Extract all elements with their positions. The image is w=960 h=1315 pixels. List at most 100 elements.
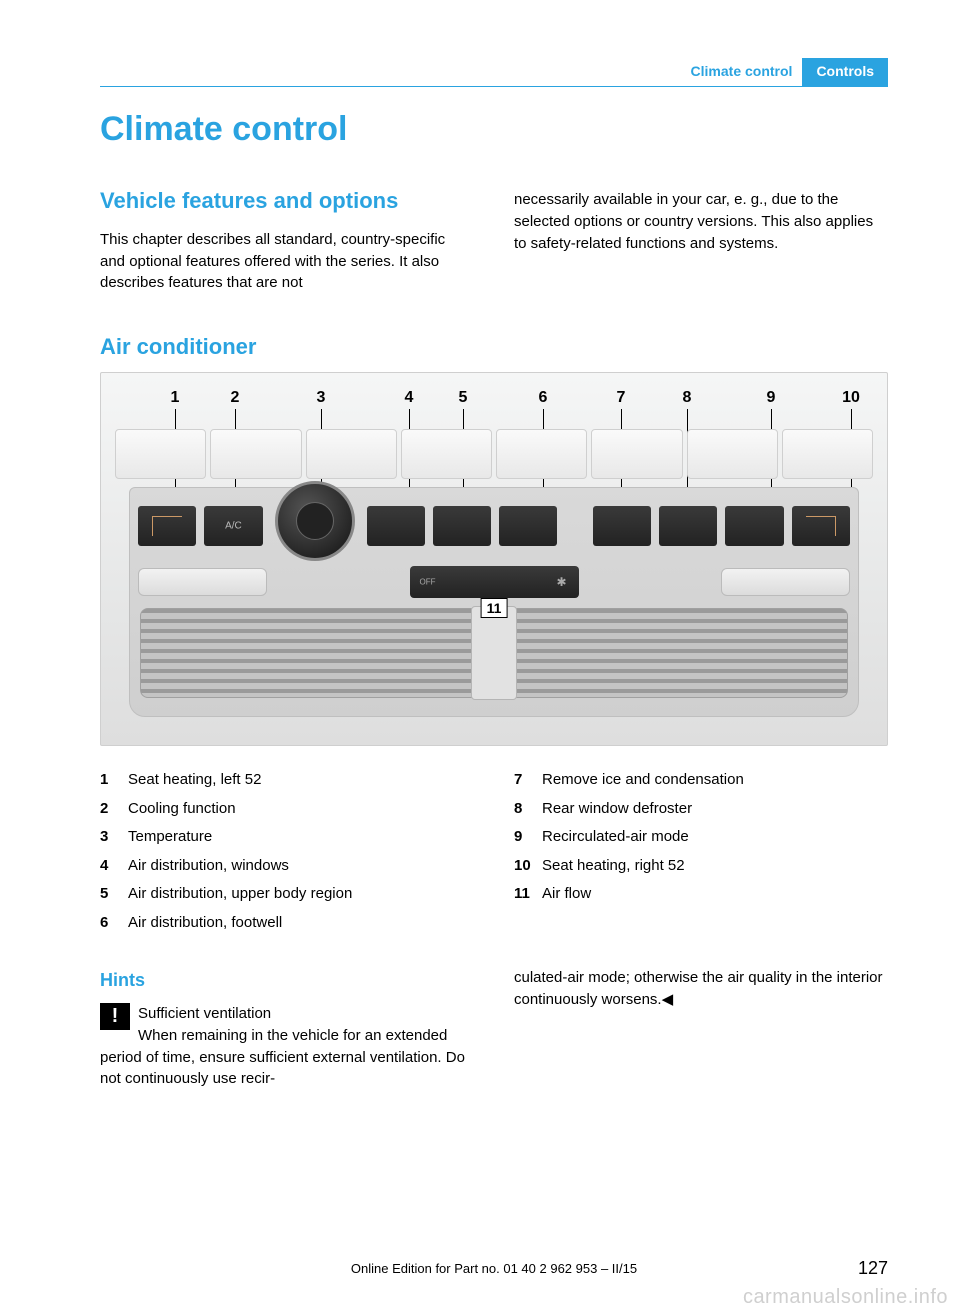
callout-2: 2 [225,389,245,407]
hints-left: Hints Sufficient ventilation When remain… [100,967,474,1090]
legend-columns: 1Seat heating, left 52 2Cooling function… [100,766,888,937]
defrost-front-icon [593,506,651,546]
air-dist-body-icon [433,506,491,546]
legend-text: Rear window defroster [542,795,888,824]
callout-5: 5 [453,389,473,407]
rocker-row [138,564,850,600]
legend-row: 9Recirculated-air mode [514,823,888,852]
legend-row: 11Air flow [514,880,888,909]
diagram-top-buttons [113,429,875,479]
legend-num: 1 [100,766,128,795]
legend-num: 2 [100,795,128,824]
callout-3: 3 [311,389,331,407]
legend-right: 7Remove ice and condensation 8Rear windo… [514,766,888,937]
off-fan-rocker-icon [410,566,579,598]
legend-text: Seat heating, left 52 [128,766,474,795]
hints-heading: Hints [100,967,474,993]
hints-left-title: Sufficient ventilation [138,1005,271,1022]
legend-text: Recirculated-air mode [542,823,888,852]
footer-center: Online Edition for Part no. 01 40 2 962 … [160,1261,828,1276]
legend-text: Air distribution, footwell [128,909,474,938]
legend-row: 2Cooling function [100,795,474,824]
top-btn [687,429,778,479]
air-dist-windows-icon [367,506,425,546]
legend-num: 11 [514,880,542,909]
callout-9: 9 [761,389,781,407]
page-number: 127 [828,1258,888,1279]
legend-num: 5 [100,880,128,909]
legend-text: Seat heating, right 52 [542,852,888,881]
page-title: Climate control [100,110,888,149]
legend-left: 1Seat heating, left 52 2Cooling function… [100,766,474,937]
ac-diagram: 1 2 3 4 5 6 7 8 9 10 [100,372,888,746]
intro-left-text: This chapter describes all standard, cou… [100,229,474,294]
callout-8: 8 [677,389,697,407]
top-btn [401,429,492,479]
legend-row: 3Temperature [100,823,474,852]
hints-right: culated-air mode; otherwise the air qual… [514,967,888,1090]
legend-row: 5Air distribution, upper body region [100,880,474,909]
top-btn [782,429,873,479]
top-btn [591,429,682,479]
legend-text: Air distribution, windows [128,852,474,881]
top-btn [115,429,206,479]
ac-section: Air conditioner 1 2 3 4 5 6 7 8 9 10 [100,334,888,1090]
legend-num: 4 [100,852,128,881]
recirc-icon [725,506,783,546]
intro-left: Vehicle features and options This chapte… [100,185,474,294]
rocker-right [721,568,850,596]
center-slot [471,606,517,700]
header-section: Climate control [681,58,803,86]
legend-row: 1Seat heating, left 52 [100,766,474,795]
callout-6: 6 [533,389,553,407]
intro-right-text: necessarily available in your car, e. g.… [514,189,888,254]
footer: Online Edition for Part no. 01 40 2 962 … [100,1258,888,1279]
page: Climate control Controls Climate control… [0,0,960,1315]
header-rule [100,86,888,87]
ac-heading: Air conditioner [100,334,888,360]
warning-icon [100,1003,130,1030]
rocker-left [138,568,267,596]
seat-heat-right-icon [792,506,850,546]
defrost-rear-icon [659,506,717,546]
legend-text: Remove ice and condensation [542,766,888,795]
callout-1: 1 [165,389,185,407]
hints-left-body: When remaining in the vehicle for an ext… [100,1027,465,1088]
legend-text: Cooling function [128,795,474,824]
legend-row: 6Air distribution, footwell [100,909,474,938]
top-btn [210,429,301,479]
legend-num: 7 [514,766,542,795]
intro-right: necessarily available in your car, e. g.… [514,185,888,294]
legend-num: 10 [514,852,542,881]
rocker-spacer [275,568,402,596]
intro-columns: Vehicle features and options This chapte… [100,185,888,294]
climate-panel: 11 [129,487,859,717]
content: Climate control Vehicle features and opt… [100,110,888,1090]
callout-10: 10 [841,389,861,407]
hints-columns: Hints Sufficient ventilation When remain… [100,967,888,1090]
legend-row: 10Seat heating, right 52 [514,852,888,881]
legend-num: 9 [514,823,542,852]
legend-text: Temperature [128,823,474,852]
callout-11: 11 [481,598,508,618]
top-btn [496,429,587,479]
legend-num: 6 [100,909,128,938]
legend-text: Air distribution, upper body region [128,880,474,909]
legend-row: 8Rear window defroster [514,795,888,824]
legend-num: 3 [100,823,128,852]
header-bar: Climate control Controls [681,58,888,86]
hints-body: Sufficient ventilation When remaining in… [100,1003,474,1090]
seat-heat-left-icon [138,506,196,546]
legend-row: 7Remove ice and condensation [514,766,888,795]
callout-7: 7 [611,389,631,407]
legend-num: 8 [514,795,542,824]
legend-row: 4Air distribution, windows [100,852,474,881]
callout-4: 4 [399,389,419,407]
ac-icon [204,506,262,546]
rocker-spacer [587,568,714,596]
intro-heading: Vehicle features and options [100,185,474,217]
top-btn [306,429,397,479]
legend-text: Air flow [542,880,888,909]
panel-top [138,496,850,556]
hints-right-body: culated-air mode; otherwise the air qual… [514,967,888,1011]
